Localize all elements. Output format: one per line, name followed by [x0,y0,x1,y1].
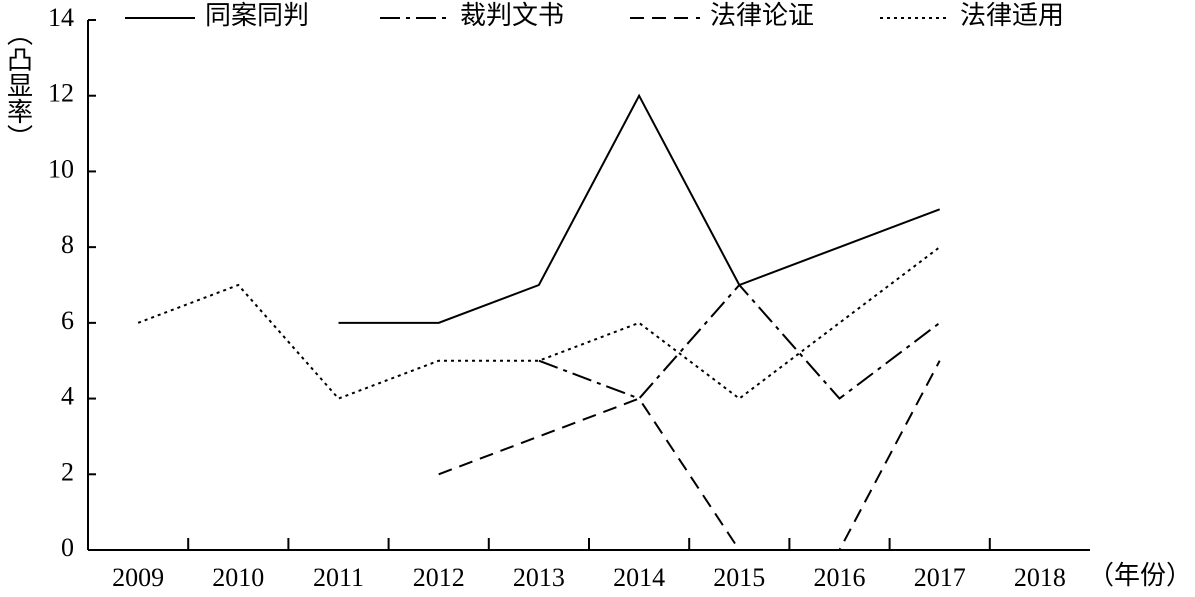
y-tick-label: 0 [61,533,74,562]
legend-label: 裁判文书 [460,1,564,30]
x-tick-label: 2012 [413,563,465,592]
series-line [438,360,941,551]
x-tick-label: 2009 [112,563,164,592]
x-tick-label: 2018 [1014,563,1066,592]
x-tick-label: 2015 [713,563,765,592]
series-line [338,93,941,324]
y-axis-label: （凸显率） [4,20,33,150]
y-tick-label: 12 [48,79,74,108]
legend-label: 法律论证 [710,1,814,30]
y-tick-label: 10 [48,154,74,183]
y-tick-label: 4 [61,382,74,411]
x-tick-label: 2013 [513,563,565,592]
x-tick-label: 2017 [914,563,966,592]
x-tick-label: 2010 [212,563,264,592]
y-tick-label: 8 [61,230,74,259]
legend-label: 法律适用 [960,1,1064,30]
x-tick-label: 2014 [613,563,665,592]
series-line [538,283,941,400]
x-axis-label: （年份） [1088,561,1192,590]
x-tick-label: 2016 [814,563,866,592]
y-tick-label: 2 [61,457,74,486]
legend-label: 同案同判 [205,1,309,30]
y-tick-label: 6 [61,306,74,335]
y-tick-label: 14 [48,3,74,32]
x-tick-label: 2011 [313,563,364,592]
